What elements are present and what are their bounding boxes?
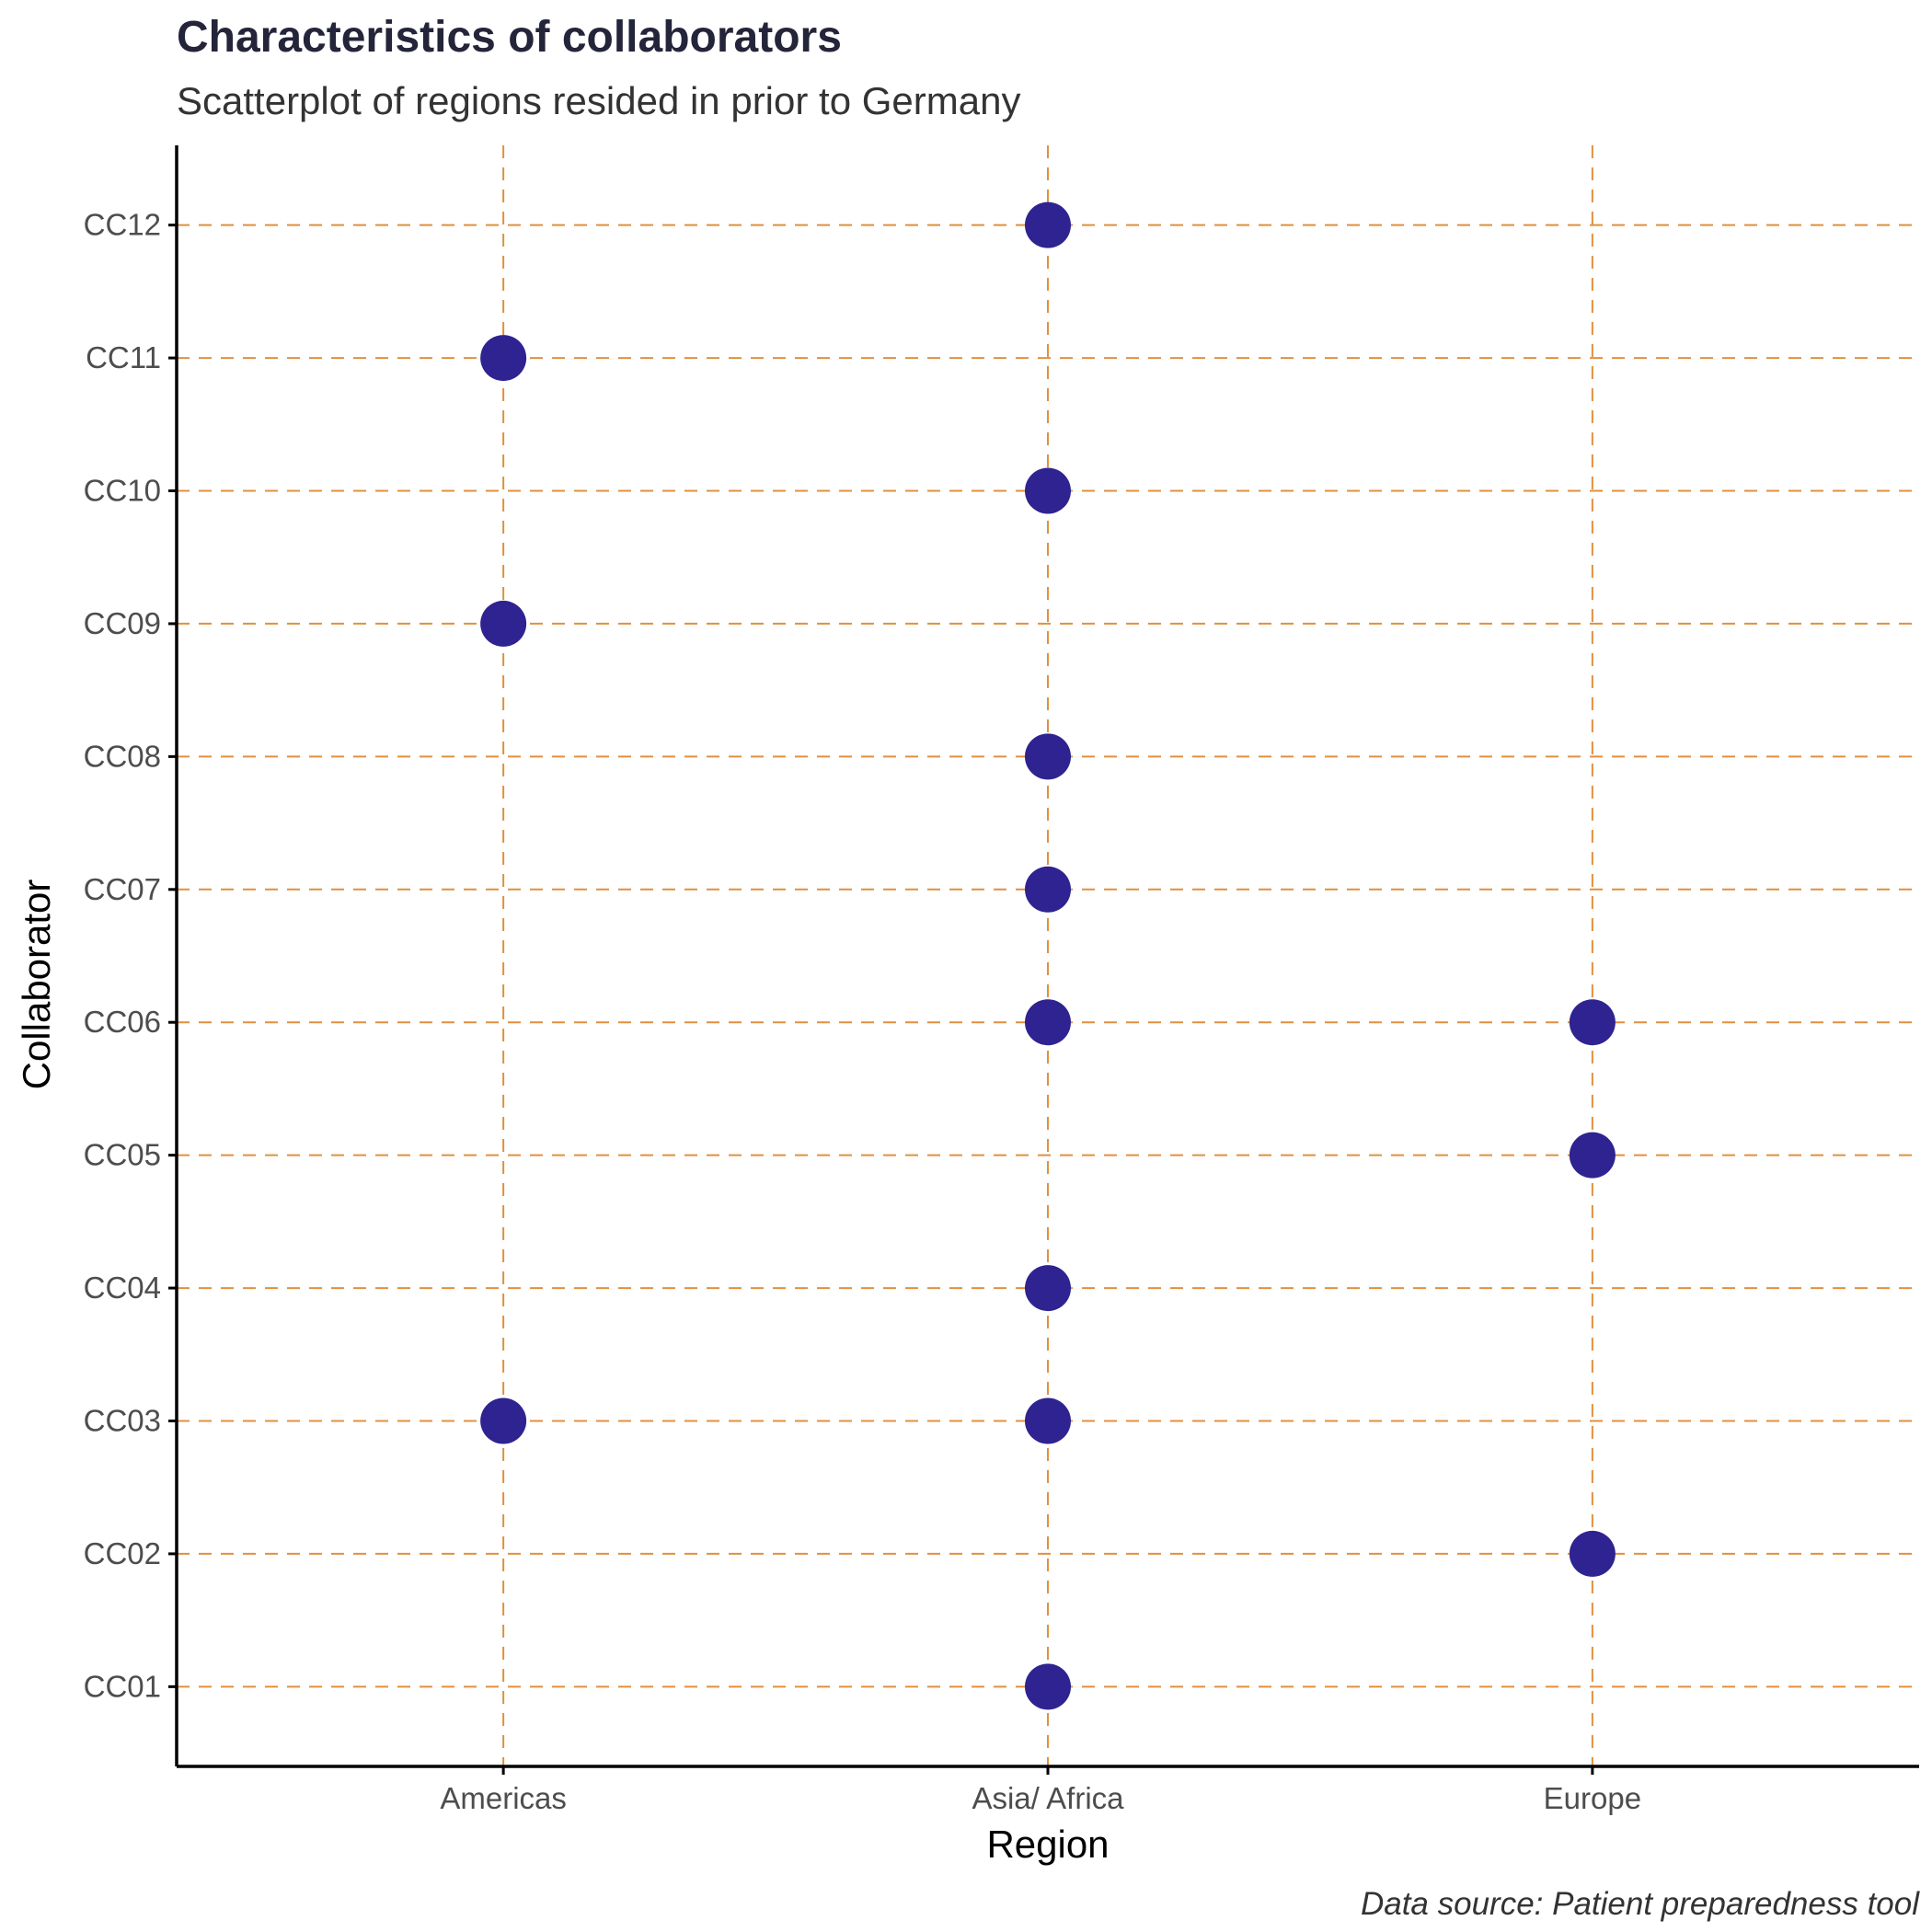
data-point-cc11 — [480, 335, 527, 382]
data-point-cc05 — [1569, 1132, 1616, 1179]
data-point-cc03 — [480, 1397, 527, 1444]
data-point-cc08 — [1025, 733, 1071, 780]
y-tick-label: CC08 — [84, 739, 161, 773]
y-tick-label: CC09 — [84, 606, 161, 640]
y-tick-label: CC03 — [84, 1403, 161, 1437]
y-tick-label: CC01 — [84, 1669, 161, 1703]
x-tick-label: Asia/ Africa — [972, 1781, 1124, 1815]
data-point-cc07 — [1025, 866, 1071, 913]
data-point-cc04 — [1025, 1265, 1071, 1312]
data-source-caption: Data source: Patient preparedness tool — [1361, 1886, 1920, 1922]
axes — [168, 145, 1919, 1775]
data-point-cc03 — [1025, 1397, 1071, 1444]
data-point-cc01 — [1025, 1663, 1071, 1710]
y-tick-label: CC10 — [84, 474, 161, 508]
data-point-cc02 — [1569, 1530, 1616, 1577]
chart-subtitle: Scatterplot of regions resided in prior … — [177, 79, 1020, 122]
y-tick-label: CC06 — [84, 1005, 161, 1039]
x-tick-label: Americas — [440, 1781, 567, 1815]
chart-title: Characteristics of collaborators — [177, 13, 842, 62]
data-point-cc10 — [1025, 467, 1071, 514]
y-axis-title: Collaborator — [15, 880, 58, 1090]
y-tick-label: CC04 — [84, 1271, 161, 1305]
y-tick-label: CC07 — [84, 872, 161, 906]
grid-lines — [177, 145, 1919, 1766]
y-tick-label: CC05 — [84, 1138, 161, 1172]
data-point-cc12 — [1025, 201, 1071, 248]
x-axis-title: Region — [986, 1823, 1109, 1866]
data-point-cc09 — [480, 600, 527, 647]
y-tick-label: CC11 — [86, 340, 161, 374]
y-tick-label: CC02 — [84, 1536, 161, 1570]
data-point-cc06 — [1569, 999, 1616, 1046]
x-tick-label: Europe — [1544, 1781, 1641, 1815]
data-point-cc06 — [1025, 999, 1071, 1046]
y-tick-label: CC12 — [84, 208, 161, 242]
data-points — [480, 201, 1616, 1710]
tick-labels: CC01 CC02 CC03 CC04 CC05 CC06 CC07 CC08 CC09 CC10… — [84, 208, 1641, 1815]
